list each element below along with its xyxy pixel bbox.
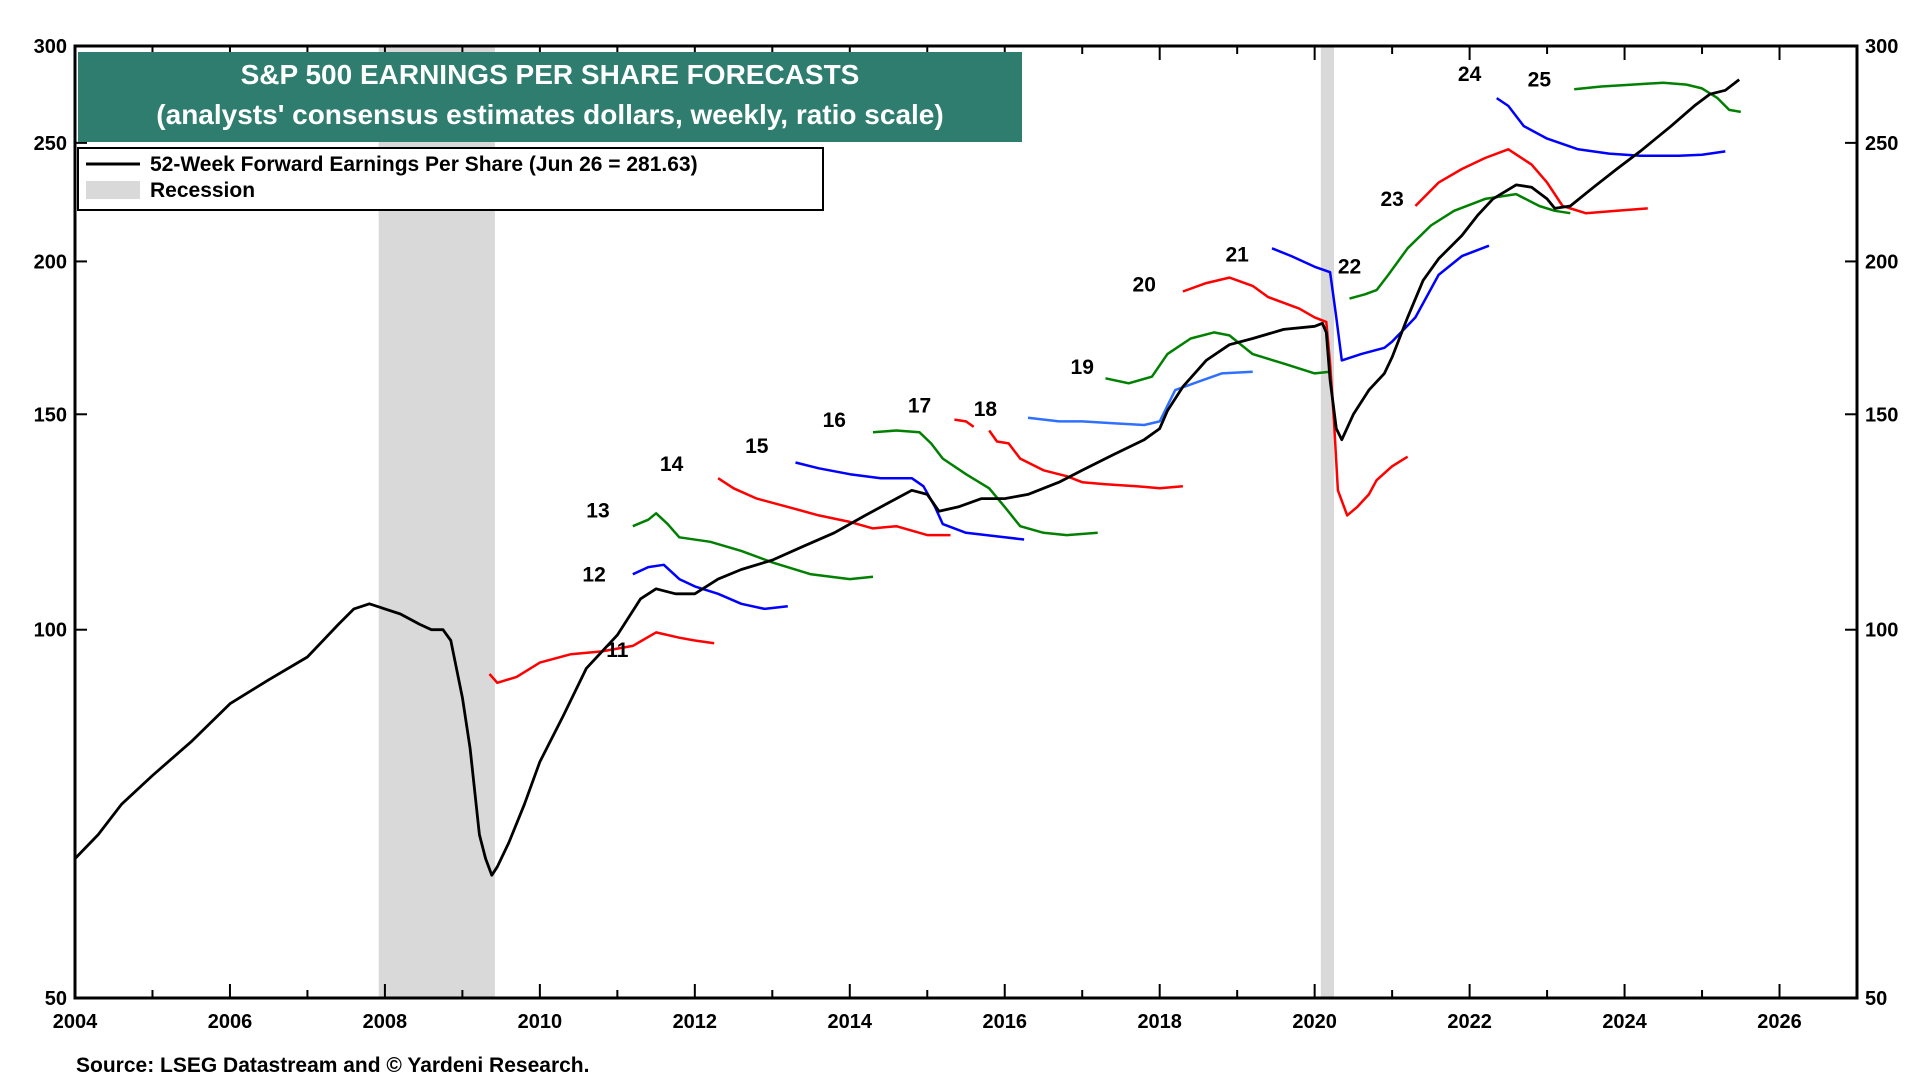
series-line-24 [1496,97,1726,158]
series-label: 25 [1528,68,1552,91]
y-tick-label-right: 200 [1865,251,1898,273]
series-line-23 [1414,148,1648,215]
x-tick-label: 2026 [1757,1011,1802,1033]
series-label: 24 [1458,63,1482,86]
chart-title: S&P 500 EARNINGS PER SHARE FORECASTS [241,59,860,90]
series-line-18 [988,429,1184,490]
series-line-19 [1105,331,1331,385]
y-tick-label-left: 150 [34,404,67,426]
y-tick-label-left: 300 [34,36,67,58]
legend-swatch-recession [86,181,140,199]
series-line-21 [1271,244,1490,362]
y-tick-label-left: 200 [34,251,67,273]
y-tick-label-right: 250 [1865,133,1898,155]
y-tick-label-right: 50 [1865,988,1887,1010]
source-note: Source: LSEG Datastream and © Yardeni Re… [76,1054,589,1077]
series-line-15 [795,461,1025,541]
x-tick-label: 2024 [1602,1011,1647,1033]
series-line-25 [1574,81,1742,114]
recession-band [1320,46,1335,998]
chart-subtitle: (analysts' consensus estimates dollars, … [156,99,943,130]
x-tick-label: 2006 [208,1011,253,1033]
series-label: 13 [586,500,609,523]
legend: 52-Week Forward Earnings Per Share (Jun … [77,147,824,211]
x-tick-label: 2012 [673,1011,718,1033]
series-line-17 [954,418,975,428]
series-label: 19 [1071,356,1094,379]
x-tick-label: 2008 [363,1011,408,1033]
series-line-13 [632,512,874,581]
plot-frame [73,44,1859,1000]
y-tick-label-left: 100 [34,620,67,642]
series-label: 15 [745,435,769,458]
x-tick-label: 2016 [982,1011,1027,1033]
x-tick-label: 2020 [1292,1011,1337,1033]
series-label: 17 [908,395,931,418]
series-line-19b [1027,370,1253,427]
x-tick-label: 2010 [518,1011,563,1033]
legend-label-forward-eps: 52-Week Forward Earnings Per Share (Jun … [150,153,698,176]
series-label: 23 [1380,188,1403,211]
x-tick-label: 2018 [1137,1011,1182,1033]
x-tick-label: 2014 [828,1011,873,1033]
series-label: 20 [1133,273,1156,296]
series-label: 14 [660,453,684,476]
x-tick-label: 2004 [53,1011,98,1033]
x-tick-label: 2022 [1447,1011,1492,1033]
forward-eps-line [73,78,1741,877]
series-label: 21 [1225,243,1249,266]
y-tick-label-right: 100 [1865,620,1898,642]
series-label: 16 [823,409,846,432]
title-box: S&P 500 EARNINGS PER SHARE FORECASTS (an… [78,52,1022,142]
series-label: 11 [606,639,629,662]
y-tick-label-right: 150 [1865,404,1898,426]
series-line-12 [632,563,788,611]
y-tick-label-left: 50 [45,988,67,1010]
series-line-16 [872,429,1098,537]
series-line-14 [717,477,951,537]
y-tick-label-right: 300 [1865,36,1898,58]
series-line-22 [1349,192,1571,300]
y-tick-label-left: 250 [34,133,67,155]
series-label: 18 [974,398,998,421]
series-label: 12 [582,563,605,586]
legend-label-recession: Recession [150,179,255,202]
series-label: 22 [1338,256,1361,279]
